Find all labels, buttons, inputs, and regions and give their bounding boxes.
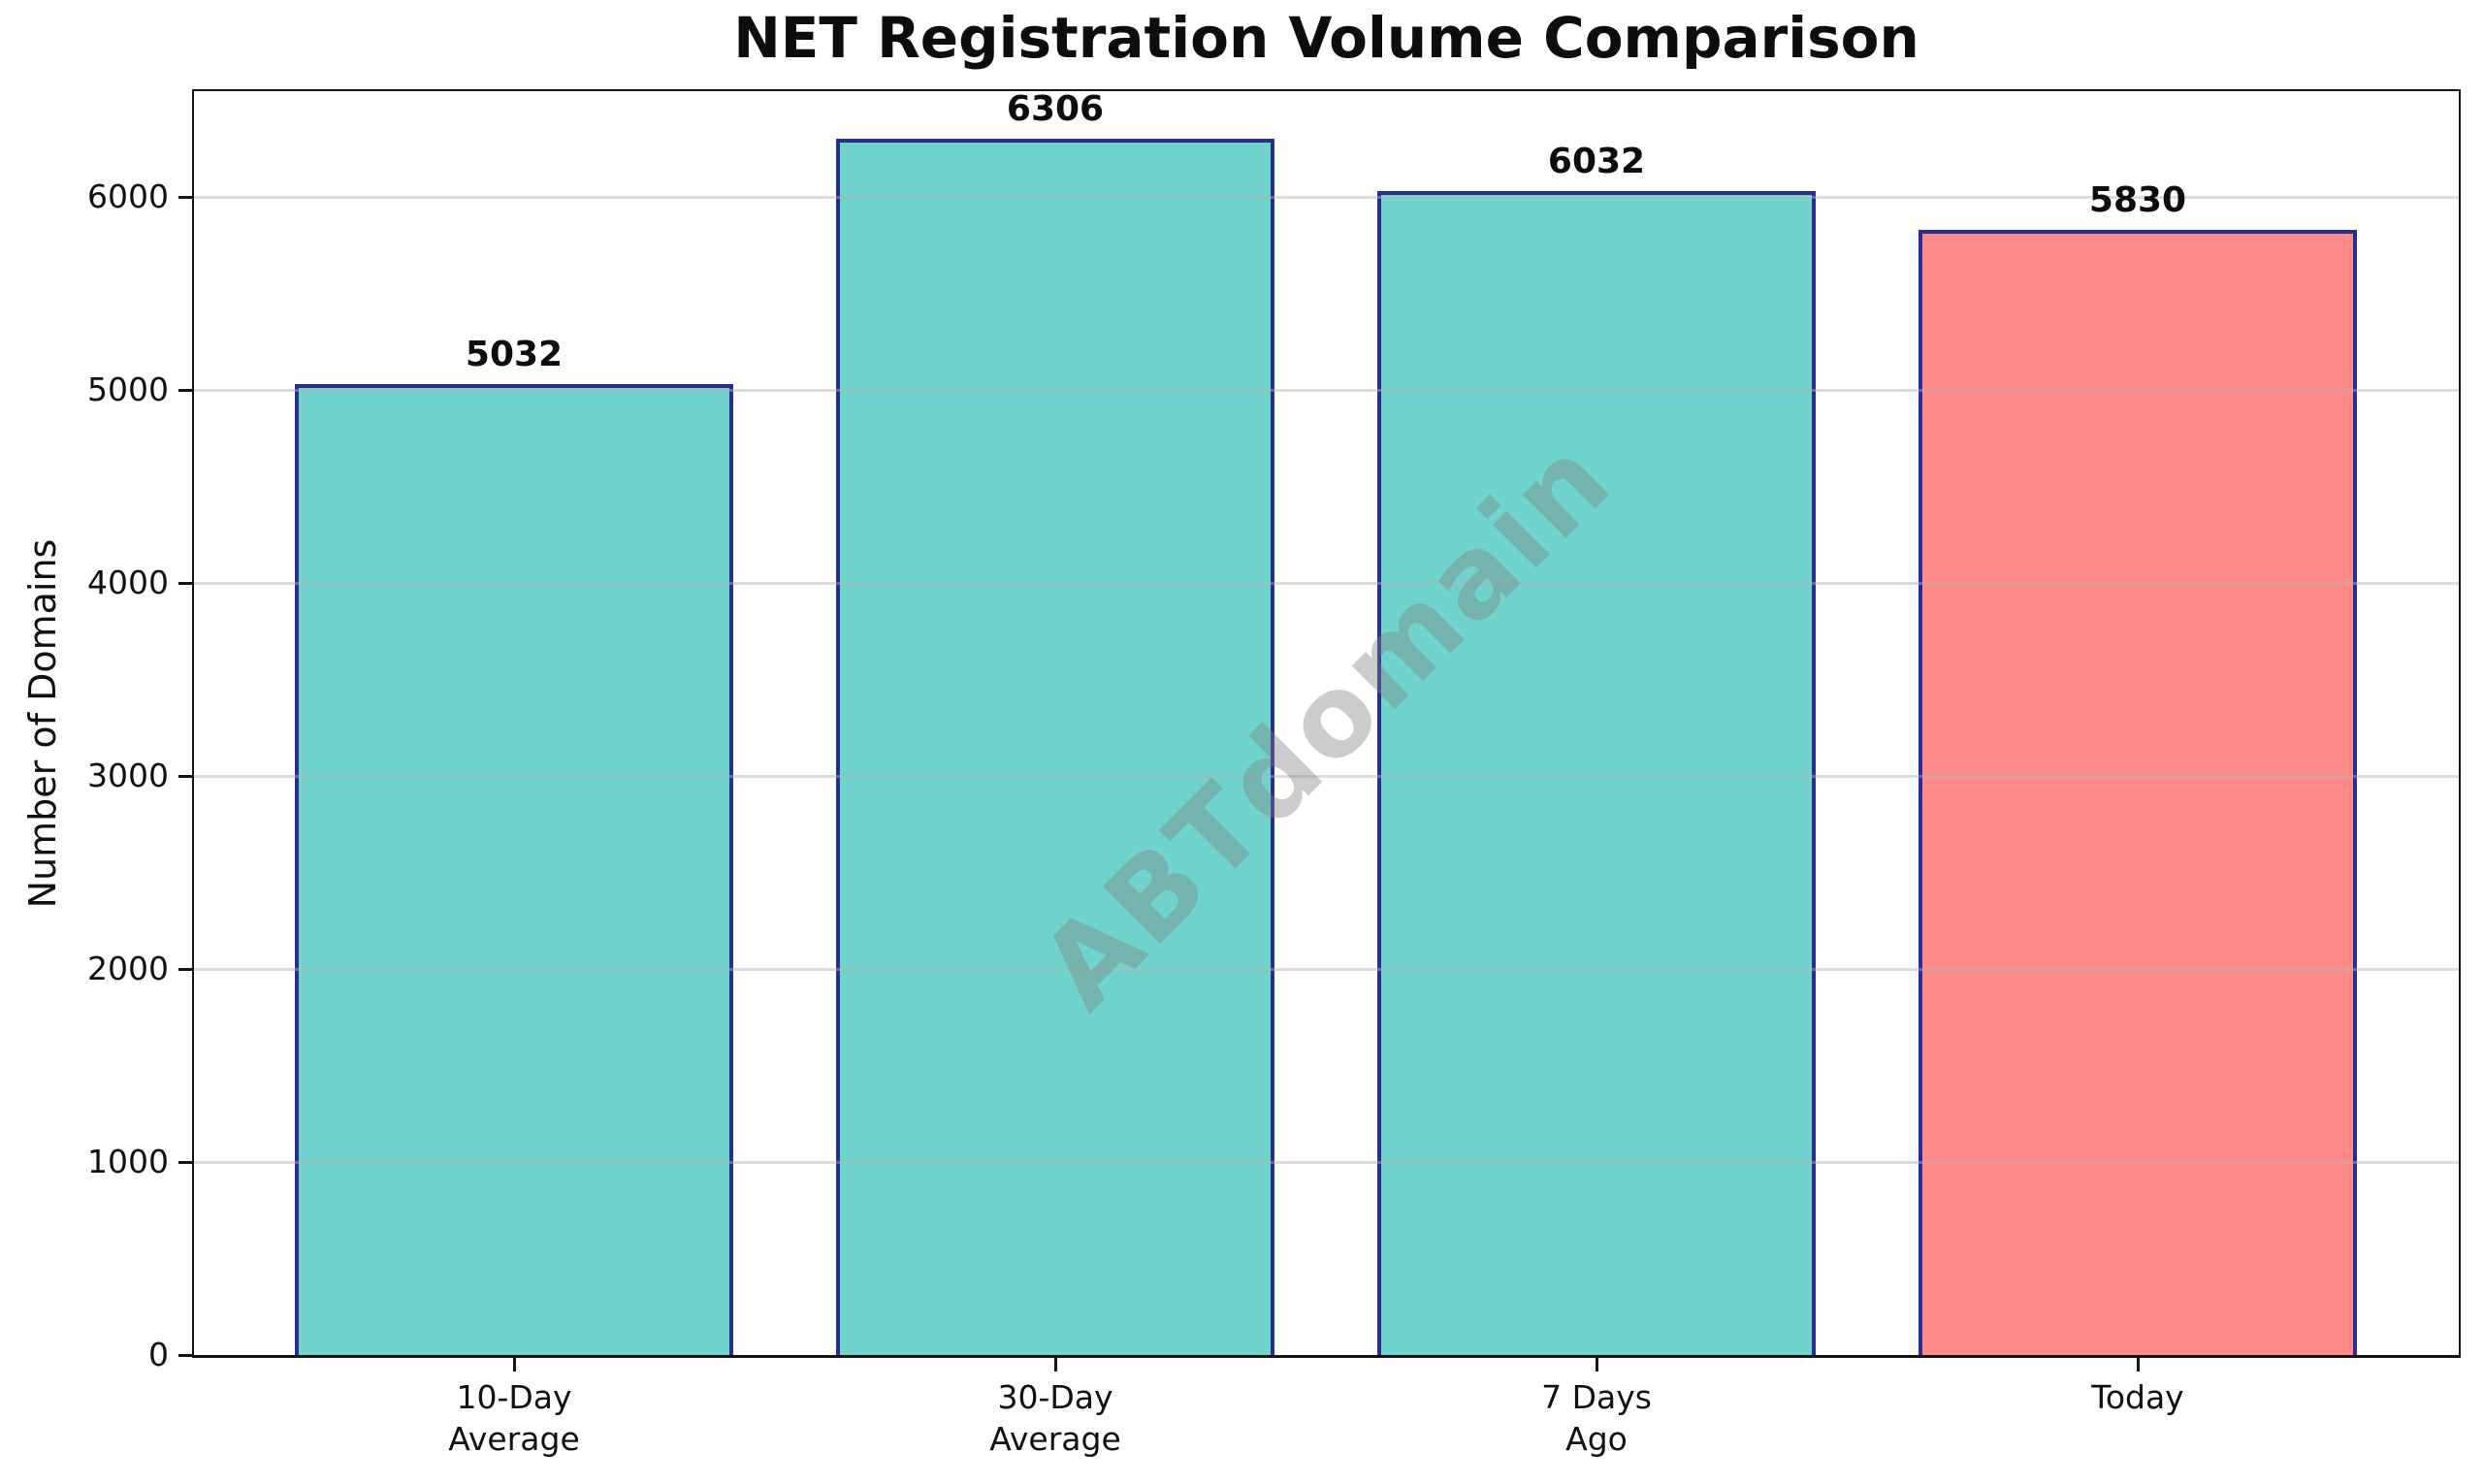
bar-2 bbox=[1377, 191, 1816, 1355]
x-tick-label-2: 7 Days Ago bbox=[1541, 1378, 1652, 1458]
gridline-5000 bbox=[194, 389, 2459, 393]
bar-value-label-0: 5032 bbox=[465, 335, 564, 374]
gridline-3000 bbox=[194, 775, 2459, 779]
x-tick-label-1: 30-Day Average bbox=[989, 1378, 1121, 1458]
x-tick-label-0: 10-Day Average bbox=[448, 1378, 580, 1458]
y-tick-mark-4000 bbox=[178, 582, 192, 586]
y-tick-label-0: 0 bbox=[148, 1336, 169, 1373]
y-tick-mark-2000 bbox=[178, 968, 192, 972]
x-tick-mark-3 bbox=[2137, 1358, 2140, 1371]
x-tick-mark-2 bbox=[1596, 1358, 1598, 1371]
bar-0 bbox=[295, 384, 733, 1355]
bar-1 bbox=[836, 139, 1274, 1355]
plot-area: ABTdomain 5032 6306 6032 5830 bbox=[192, 89, 2461, 1358]
x-tick-mark-0 bbox=[513, 1358, 516, 1371]
y-tick-mark-5000 bbox=[178, 389, 192, 393]
chart-title: NET Registration Volume Comparison bbox=[733, 5, 1919, 71]
gridline-4000 bbox=[194, 582, 2459, 586]
gridline-6000 bbox=[194, 196, 2459, 200]
y-tick-label-4000: 4000 bbox=[87, 564, 169, 602]
y-tick-label-2000: 2000 bbox=[87, 950, 169, 988]
x-tick-mark-1 bbox=[1054, 1358, 1057, 1371]
y-tick-mark-3000 bbox=[178, 775, 192, 779]
bar-value-label-1: 6306 bbox=[1006, 89, 1105, 129]
y-tick-mark-1000 bbox=[178, 1161, 192, 1165]
y-tick-label-6000: 6000 bbox=[87, 177, 169, 216]
y-tick-label-5000: 5000 bbox=[87, 371, 169, 409]
bar-3 bbox=[1919, 230, 2357, 1355]
gridline-2000 bbox=[194, 968, 2459, 972]
y-tick-label-3000: 3000 bbox=[87, 757, 169, 795]
bar-value-label-2: 6032 bbox=[1547, 142, 1646, 181]
bar-value-label-3: 5830 bbox=[2088, 180, 2187, 220]
gridline-1000 bbox=[194, 1161, 2459, 1165]
y-tick-label-1000: 1000 bbox=[87, 1143, 169, 1181]
y-tick-mark-6000 bbox=[178, 196, 192, 200]
y-tick-mark-0 bbox=[178, 1354, 192, 1357]
x-tick-label-3: Today bbox=[2091, 1378, 2184, 1416]
